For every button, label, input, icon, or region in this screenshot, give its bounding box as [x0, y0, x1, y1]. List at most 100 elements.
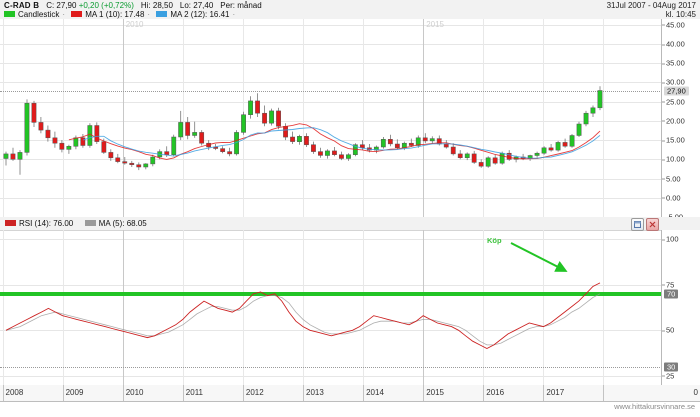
high-label: Hi:	[140, 1, 151, 10]
time-tick	[122, 385, 124, 401]
time-label: 2010	[125, 388, 144, 397]
price-tick: 45.00	[662, 20, 685, 29]
year-gridline	[62, 19, 64, 217]
close-panel-button[interactable]	[646, 218, 659, 231]
time-label: kl. 10:45	[665, 10, 696, 19]
date-range-label: 31Jul 2007 - 04Aug 2017	[606, 1, 696, 10]
rsi-ma-color-swatch	[84, 219, 96, 226]
time-tick	[423, 385, 425, 401]
year-gridline	[182, 19, 184, 217]
rsi-year-gridline	[242, 230, 244, 385]
price-tick: 35.00	[662, 59, 685, 68]
time-tick	[242, 385, 244, 401]
year-gridline	[2, 19, 4, 217]
high-value: 28,50	[152, 1, 173, 10]
rsi-year-gridline	[543, 230, 545, 385]
gridline	[0, 178, 662, 180]
time-label: 2008	[5, 388, 24, 397]
legend-ma2-label: MA 2 (12): 16.41	[170, 10, 230, 19]
rsi-year-gridline	[363, 230, 365, 385]
restore-icon	[634, 221, 641, 228]
price-tick: 15.00	[662, 136, 685, 145]
time-label: 2009	[65, 388, 84, 397]
ma1-menu-icon[interactable]: ·	[147, 10, 151, 19]
legend-candlestick-label: Candlestick	[18, 10, 60, 19]
time-tick	[603, 385, 605, 401]
time-tick	[543, 385, 545, 401]
time-tick	[182, 385, 184, 401]
rsi-year-gridline	[182, 230, 184, 385]
ma2-menu-icon[interactable]: ·	[232, 10, 236, 19]
current-price-badge: 27,90	[664, 86, 689, 95]
time-label: 2012	[245, 388, 264, 397]
rsi-tick: 100	[662, 235, 679, 244]
price-tick: 25.00	[662, 97, 685, 106]
time-tick	[303, 385, 304, 401]
time-label: 2013	[306, 388, 324, 397]
rsi-tick: 50	[662, 326, 674, 335]
gridline	[0, 140, 662, 142]
year-gridline	[603, 19, 605, 217]
rsi-year-gridline	[303, 230, 304, 385]
change-value: +0,20	[78, 1, 99, 10]
rsi-year-gridline	[483, 230, 485, 385]
year-gridline	[483, 19, 485, 217]
rsi-level-badge: 30	[664, 362, 679, 372]
year-gridline	[363, 19, 365, 217]
close-label: C:	[46, 1, 55, 10]
gridline	[0, 197, 662, 199]
rsi-tick: 75	[662, 280, 674, 289]
gridline	[0, 82, 662, 84]
rsi-level-badge: 70	[664, 289, 679, 299]
ma2-color-swatch	[156, 10, 168, 17]
rsi-year-gridline	[122, 230, 124, 385]
price-tick: 40.00	[662, 39, 685, 48]
buy-signal-label: Köp	[487, 236, 502, 245]
rsi-year-gridline	[2, 230, 4, 385]
time-label: 2011	[185, 388, 203, 397]
price-axis: 45.00 40.00 35.00 30.00 25.00 20.00 15.00 10.00…	[661, 19, 700, 222]
candlestick-color-swatch	[4, 10, 15, 17]
buy-signal-arrow	[510, 242, 568, 272]
time-label: 2015	[426, 388, 444, 397]
time-tick	[483, 385, 485, 401]
price-panel[interactable]: 2010 2015 45.00 40.00 35.00 30.00 25.00 20.00 1…	[0, 19, 700, 222]
period-value: månad	[237, 1, 262, 10]
rsi-legend-label: RSI (14): 76.00	[19, 219, 74, 228]
ma1-color-swatch	[71, 10, 83, 17]
candlestick-menu-icon[interactable]: ·	[62, 10, 66, 19]
legend-ma1-label: MA 1 (10): 17.48	[85, 10, 145, 19]
gridline	[0, 159, 662, 161]
gridline	[0, 43, 662, 45]
series-legend: Candlestick · MA 1 (10): 17.48 · MA 2 (12)…	[4, 10, 239, 19]
rsi-year-gridline	[603, 230, 605, 385]
price-tick: 30.00	[662, 78, 685, 87]
time-axis: 2008 2009 2010 2011 2012 2013 2014 2015 2016 2017…	[0, 385, 700, 402]
rsi-plot-area[interactable]: Köp	[0, 230, 662, 385]
rsi-legend: RSI (14): 76.00 MA (5): 68.05	[5, 219, 147, 228]
rsi-panel[interactable]: RSI (14): 76.00 MA (5): 68.05	[0, 217, 700, 386]
gridline	[0, 120, 662, 122]
gridline	[0, 63, 662, 65]
date-range-block: 31Jul 2007 - 04Aug 2017 kl. 10:45	[607, 1, 696, 19]
price-tick: 10.00	[662, 155, 685, 164]
site-watermark: www.hittakursvinnare.se	[614, 402, 695, 411]
price-tick: 20.00	[662, 116, 685, 125]
rsi-oversold-line	[0, 366, 662, 368]
restore-panel-button[interactable]	[631, 218, 644, 231]
time-label: 2017	[546, 388, 565, 397]
price-plot-area[interactable]: 2010 2015	[0, 19, 662, 217]
rsi-gridline	[0, 284, 662, 286]
change-percent: (+0,72%)	[101, 1, 134, 10]
year-watermark: 2010	[125, 20, 144, 29]
time-tick	[2, 385, 4, 401]
gridline	[0, 101, 662, 103]
chart-header: C-RAD B C: 27,90 +0,20 (+0,72%) Hi: 28,50 L…	[0, 0, 700, 20]
symbol-label: C-RAD B	[4, 1, 40, 10]
time-tick	[62, 385, 64, 401]
time-label: 2016	[486, 388, 505, 397]
year-watermark: 2015	[426, 20, 444, 29]
rsi-overbought-line	[0, 291, 662, 296]
rsi-series	[5, 282, 601, 350]
